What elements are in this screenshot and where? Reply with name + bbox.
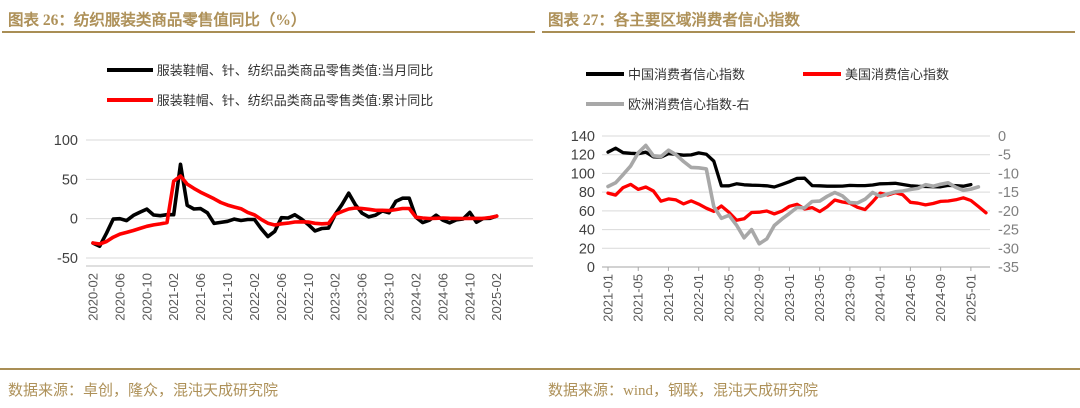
black-line-swatch [106, 67, 153, 72]
svg-text:120: 120 [571, 148, 595, 164]
figure-26-legend-row-1: 服装鞋帽、针、纺织品类商品零售类值:当月同比 [0, 60, 540, 79]
svg-text:-15: -15 [998, 185, 1019, 201]
svg-text:100: 100 [54, 133, 78, 149]
consumer-confidence-chart: 140 120 100 80 60 40 20 0 0 -5 -10 -15 -20 -25 -30 -35 2… [571, 129, 1019, 322]
svg-text:-20: -20 [998, 204, 1019, 220]
figure-26-title-underline [2, 31, 535, 33]
svg-text:2024-01: 2024-01 [873, 274, 888, 322]
legend-label: 服装鞋帽、针、纺织品类商品零售类值:累计同比 [156, 93, 434, 108]
svg-text:2021-06: 2021-06 [193, 273, 208, 321]
svg-text:140: 140 [571, 129, 595, 145]
red-line-swatch [803, 71, 842, 76]
svg-text:0: 0 [70, 212, 78, 228]
svg-text:50: 50 [62, 172, 78, 188]
svg-text:80: 80 [579, 185, 595, 201]
gray-line-swatch [586, 101, 624, 106]
svg-text:2020-06: 2020-06 [112, 273, 127, 321]
svg-text:2024-05: 2024-05 [903, 274, 918, 322]
textile-retail-yoy-chart: 100 50 0 -50 2020-02 2020-06 2020-10 2021-02 202… [54, 133, 533, 321]
svg-text:2024-02: 2024-02 [408, 273, 423, 321]
figure-27-legend-row-1: 中国消费者信心指数 美国消费信心指数 [540, 64, 1080, 83]
svg-text:100: 100 [571, 166, 595, 182]
svg-text:-30: -30 [998, 241, 1019, 257]
svg-text:-5: -5 [998, 148, 1011, 164]
svg-text:2024-10: 2024-10 [462, 273, 477, 321]
svg-text:2021-09: 2021-09 [661, 274, 676, 322]
svg-text:0: 0 [998, 129, 1006, 145]
svg-text:-50: -50 [57, 251, 78, 267]
black-line-swatch [586, 71, 624, 76]
svg-text:2023-01: 2023-01 [782, 274, 797, 322]
svg-text:2024-06: 2024-06 [435, 273, 450, 321]
svg-text:0: 0 [587, 260, 595, 276]
svg-text:-10: -10 [998, 166, 1019, 182]
source-footer: 数据来源：卓创，隆众，混沌天成研究院 数据来源：wind，钢联，混沌天成研究院 [0, 368, 1080, 408]
svg-text:60: 60 [579, 204, 595, 220]
figure-26-column: 图表 26：纺织服装类商品零售值同比（%） 服装鞋帽、针、纺织品类商品零售类值:… [0, 0, 540, 368]
red-line-swatch [106, 97, 153, 102]
svg-text:2023-02: 2023-02 [328, 273, 343, 321]
figure-26-legend-row-2: 服装鞋帽、针、纺织品类商品零售类值:累计同比 [0, 90, 540, 109]
svg-text:2022-06: 2022-06 [274, 273, 289, 321]
svg-text:20: 20 [579, 241, 595, 257]
figure-27-title: 图表 27：各主要区域消费者信心指数 [548, 12, 800, 29]
svg-text:2024-09: 2024-09 [933, 274, 948, 322]
svg-text:2025-01: 2025-01 [963, 274, 978, 322]
svg-text:2025-02: 2025-02 [489, 273, 504, 321]
svg-text:2021-10: 2021-10 [220, 273, 235, 321]
svg-text:2023-10: 2023-10 [382, 273, 397, 321]
legend-label: 欧洲消费信心指数-右 [628, 97, 750, 112]
legend-label: 服装鞋帽、针、纺织品类商品零售类值:当月同比 [156, 63, 434, 78]
svg-text:2023-05: 2023-05 [812, 274, 827, 322]
legend-item-cumulative-yoy: 服装鞋帽、针、纺织品类商品零售类值:累计同比 [106, 90, 434, 109]
legend-item-us-cci: 美国消费信心指数 [803, 64, 949, 83]
legend-label: 美国消费信心指数 [845, 67, 950, 82]
svg-text:2022-05: 2022-05 [721, 274, 736, 322]
svg-text:-35: -35 [998, 260, 1019, 276]
legend-item-monthly-yoy: 服装鞋帽、针、纺织品类商品零售类值:当月同比 [106, 60, 434, 79]
svg-text:-25: -25 [998, 223, 1019, 239]
svg-text:40: 40 [579, 223, 595, 239]
svg-text:2023-09: 2023-09 [842, 274, 857, 322]
legend-label: 中国消费者信心指数 [628, 67, 746, 82]
figure-27-legend-row-2: 欧洲消费信心指数-右 [540, 94, 1080, 113]
source-note-right: 数据来源：wind，钢联，混沌天成研究院 [548, 383, 819, 399]
svg-text:2022-02: 2022-02 [247, 273, 262, 321]
legend-item-china-cci: 中国消费者信心指数 [586, 64, 745, 83]
svg-text:2020-02: 2020-02 [86, 273, 101, 321]
svg-text:2023-06: 2023-06 [355, 273, 370, 321]
svg-text:2021-01: 2021-01 [601, 274, 616, 322]
svg-text:2020-10: 2020-10 [139, 273, 154, 321]
svg-text:2022-10: 2022-10 [301, 273, 316, 321]
figure-27-title-underline [542, 31, 1075, 33]
svg-text:2021-05: 2021-05 [631, 274, 646, 322]
source-note-left: 数据来源：卓创，隆众，混沌天成研究院 [8, 383, 279, 399]
figure-26-title: 图表 26：纺织服装类商品零售值同比（%） [8, 12, 307, 29]
svg-text:2022-09: 2022-09 [752, 274, 767, 322]
svg-text:2021-02: 2021-02 [166, 273, 181, 321]
figure-27-column: 图表 27：各主要区域消费者信心指数 中国消费者信心指数 美国消费信心指数 欧洲… [540, 0, 1080, 368]
svg-text:2022-01: 2022-01 [691, 274, 706, 322]
legend-item-europe-cci: 欧洲消费信心指数-右 [586, 94, 749, 113]
